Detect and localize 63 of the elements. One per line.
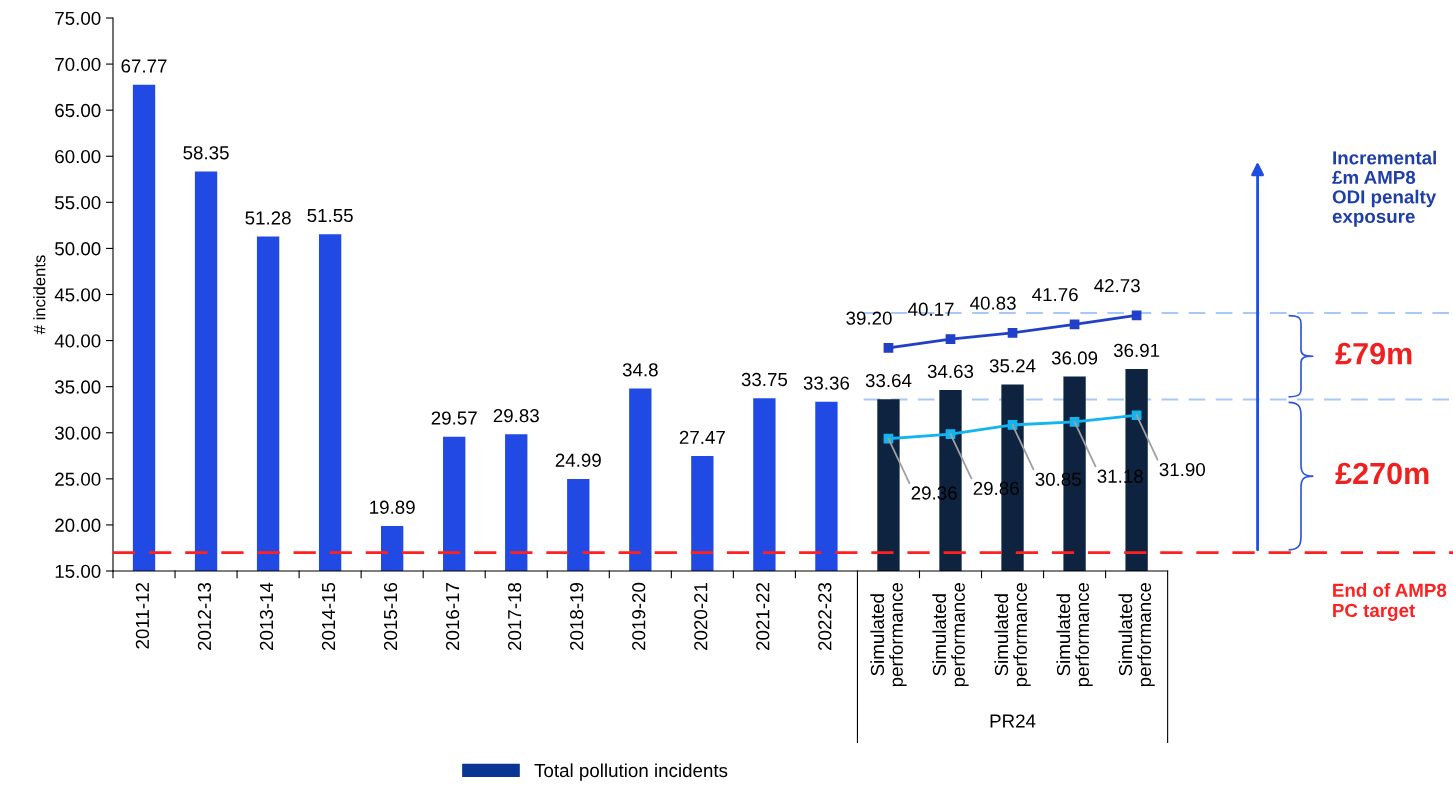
data-label: 51.28 [245, 211, 291, 225]
data-label: 39.20 [846, 311, 892, 325]
y-tick-label: 40.00 [54, 334, 101, 348]
data-label: 29.57 [431, 411, 477, 425]
data-label: 40.17 [908, 302, 954, 316]
x-tick-label: Simulated performance [1118, 582, 1155, 687]
data-label: 33.64 [865, 373, 912, 388]
y-tick-label: 15.00 [55, 564, 101, 578]
y-tick-label: 20.00 [55, 518, 101, 532]
x-tick-label: 2011-12 [135, 583, 150, 649]
text: PR24 [990, 714, 1036, 728]
data-label: 36.09 [1051, 351, 1098, 365]
point [1007, 328, 1018, 338]
data-label: 36.91 [1113, 343, 1160, 358]
text: Total pollution incidents [534, 763, 728, 781]
y-tick-label: 65.00 [55, 103, 101, 118]
x-tick-label: Simulated performance [870, 582, 907, 687]
data-label: 67.77 [121, 59, 167, 73]
data-label: 42.73 [1094, 278, 1140, 293]
data-label: 34.8 [622, 363, 658, 377]
y-tick-label: 70.00 [55, 57, 101, 72]
y-tick-label: 50.00 [55, 242, 101, 256]
x-tick-label: 2014-15 [321, 582, 336, 650]
data-label: 51.55 [307, 209, 353, 223]
y-axis-title: # incidents [33, 255, 46, 335]
data-label: 35.24 [989, 359, 1036, 373]
point [945, 334, 956, 344]
data-label: 24.99 [555, 453, 601, 467]
y-tick-label: 25.00 [55, 472, 101, 486]
x-tick-label: 2022-23 [818, 582, 832, 650]
y-tick-label: 55.00 [55, 196, 101, 210]
y-tick-label: 45.00 [54, 288, 101, 302]
x-tick-label: 2020-21 [694, 583, 708, 650]
y-tick-label: 35.00 [54, 380, 101, 394]
point [883, 343, 894, 353]
data-label: 19.89 [370, 500, 415, 514]
x-tick-label: 2015-16 [383, 582, 398, 650]
data-label: 33.75 [741, 372, 788, 387]
y-tick-label: 60.00 [55, 149, 101, 164]
data-label: 34.63 [927, 364, 974, 379]
text: £270m [1335, 462, 1429, 485]
data-label: 40.83 [970, 296, 1016, 310]
data-label: 29.83 [493, 409, 539, 423]
x-tick-label: 2016-17 [445, 583, 460, 650]
ref-line-label: End of AMP8 PC target [1333, 583, 1447, 621]
data-label: 27.47 [679, 430, 725, 444]
y-tick-label: 75.00 [55, 11, 101, 25]
x-tick-label: Simulated performance [932, 582, 969, 687]
x-tick-label: 2012-13 [197, 582, 212, 650]
x-tick-label: 2019-20 [632, 582, 646, 650]
text: £79m [1335, 342, 1412, 365]
x-tick-label: 2021-22 [756, 583, 770, 650]
data-label: 41.76 [1032, 287, 1078, 302]
data-label: 33.36 [803, 376, 850, 390]
x-tick-label: 2018-19 [570, 582, 584, 650]
text: Incremental £m AMP8 ODI penalty exposure [1332, 150, 1437, 227]
x-tick-label: Simulated performance [1056, 582, 1093, 687]
y-tick-label: 30.00 [54, 426, 101, 440]
data-label: 58.35 [183, 146, 229, 160]
data-label: 31.90 [1159, 462, 1206, 477]
x-tick-label: Simulated performance [994, 582, 1031, 687]
x-tick-label: 2017-18 [508, 582, 522, 650]
x-tick-label: 2013-14 [259, 582, 274, 650]
